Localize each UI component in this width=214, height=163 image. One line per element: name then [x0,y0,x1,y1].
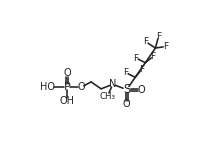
Text: O: O [77,82,85,92]
Text: P: P [64,82,70,92]
Text: S: S [123,83,130,96]
Text: O: O [63,68,71,78]
Text: F: F [123,68,129,77]
Text: O: O [138,85,145,95]
Text: HO: HO [40,82,55,92]
Text: OH: OH [59,96,74,106]
Text: F: F [134,54,139,63]
Text: F: F [139,65,144,74]
Text: N: N [109,79,116,89]
Text: F: F [156,32,161,41]
Text: CH₃: CH₃ [99,92,115,101]
Text: F: F [144,37,149,46]
Text: F: F [150,52,156,61]
Text: F: F [163,42,168,51]
Text: O: O [123,99,131,109]
